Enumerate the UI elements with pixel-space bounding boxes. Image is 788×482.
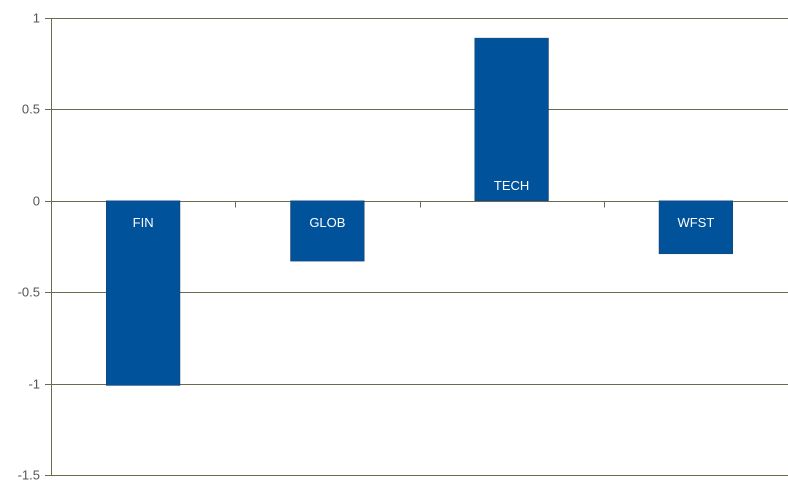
bar-wfst: [658, 200, 733, 255]
y-tick-label-1: 0.5: [22, 102, 40, 117]
y-tick-label-2: 0: [33, 194, 40, 209]
bar-tech: [474, 37, 549, 202]
y-tick-labels: 1 0.5 0 -0.5 -1 -1.5: [18, 11, 40, 482]
y-tick-label-3: -0.5: [18, 285, 40, 300]
bar-glob: [290, 200, 365, 262]
bar-fin: [106, 200, 181, 386]
bar-label-wfst: WFST: [677, 215, 714, 230]
bar-labels: FIN GLOB TECH WFST: [133, 178, 715, 230]
bar-label-fin: FIN: [133, 215, 154, 230]
y-tick-label-4: -1: [28, 377, 40, 392]
bars: [106, 37, 733, 386]
axes: [45, 18, 605, 476]
bar-label-tech: TECH: [494, 178, 529, 193]
y-tick-label-5: -1.5: [18, 468, 40, 482]
bar-label-glob: GLOB: [309, 215, 345, 230]
y-tick-label-0: 1: [33, 11, 40, 26]
